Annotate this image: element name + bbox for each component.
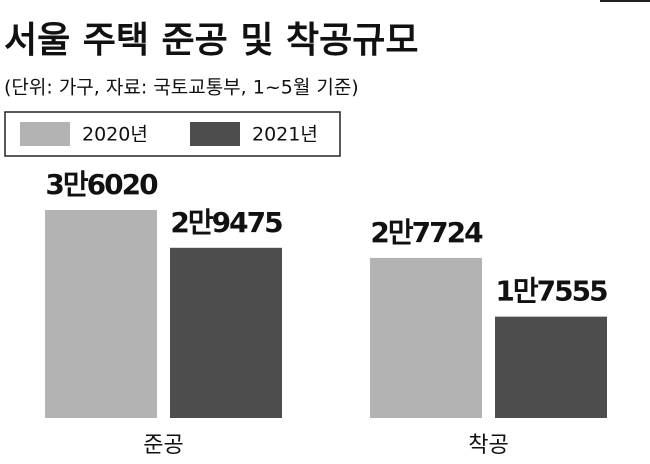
value-label: 2만9475 <box>170 206 282 239</box>
legend-label: 2021년 <box>252 124 318 146</box>
bar <box>495 316 607 418</box>
legend-swatch <box>20 122 70 146</box>
legend-box <box>4 111 341 157</box>
x-tick-label: 준공 <box>143 433 183 458</box>
legend-swatch <box>190 122 240 146</box>
value-label: 3만6020 <box>45 168 158 201</box>
chart-title: 서울 주택 준공 및 착공규모 <box>4 20 418 61</box>
chart-subtitle: (단위: 가구, 자료: 국토교통부, 1~5월 기준) <box>4 77 359 99</box>
value-label: 2만7724 <box>370 216 483 249</box>
bar <box>170 247 282 418</box>
x-tick-label: 착공 <box>468 433 508 458</box>
legend-label: 2020년 <box>82 124 148 146</box>
bar <box>45 210 157 418</box>
value-label: 1만7555 <box>495 275 607 308</box>
bar <box>370 257 482 418</box>
